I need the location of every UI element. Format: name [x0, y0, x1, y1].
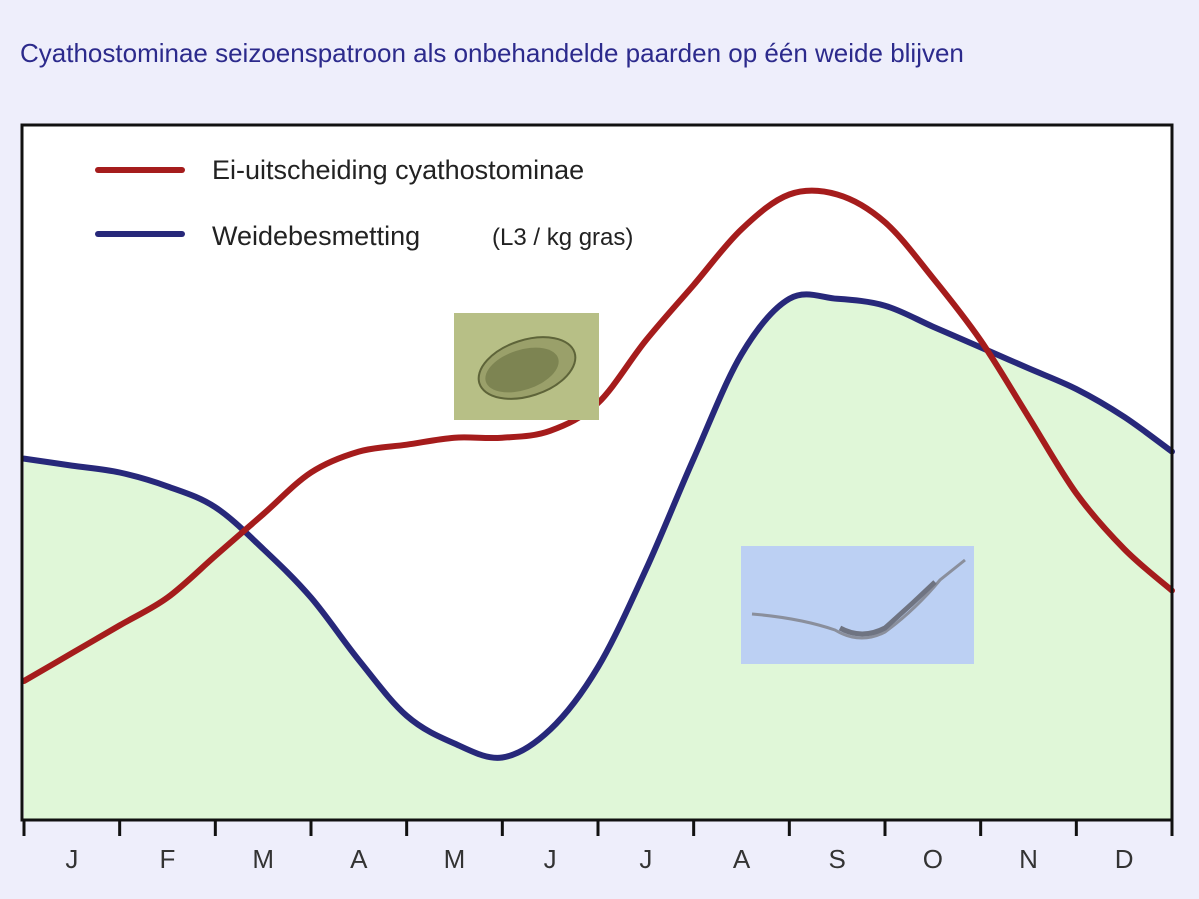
x-tick-label: N: [1019, 844, 1038, 874]
x-tick-label: J: [65, 844, 78, 874]
legend-label-egg: Ei-uitscheiding cyathostominae: [212, 155, 584, 185]
legend-label-pasture: Weidebesmetting: [212, 221, 420, 251]
egg-micrograph: [454, 313, 599, 420]
series-line-egg: [21, 187, 1175, 684]
legend-label-pasture-unit: (L3 / kg gras): [492, 224, 633, 251]
series-line-pasture: [21, 291, 1175, 761]
x-tick-label: A: [350, 844, 368, 874]
larva-micrograph: [741, 546, 974, 664]
page-title: Cyathostominae seizoenspatroon als onbeh…: [20, 38, 964, 68]
x-tick-label: J: [639, 844, 652, 874]
x-tick-label: M: [252, 844, 274, 874]
x-tick-label: O: [923, 844, 943, 874]
x-tick-label: D: [1115, 844, 1134, 874]
x-tick-label: A: [733, 844, 751, 874]
x-tick-label: J: [544, 844, 557, 874]
x-tick-label: M: [444, 844, 466, 874]
x-tick-label: F: [160, 844, 176, 874]
series-area-pasture: [24, 294, 1172, 820]
x-tick-label: S: [828, 844, 845, 874]
